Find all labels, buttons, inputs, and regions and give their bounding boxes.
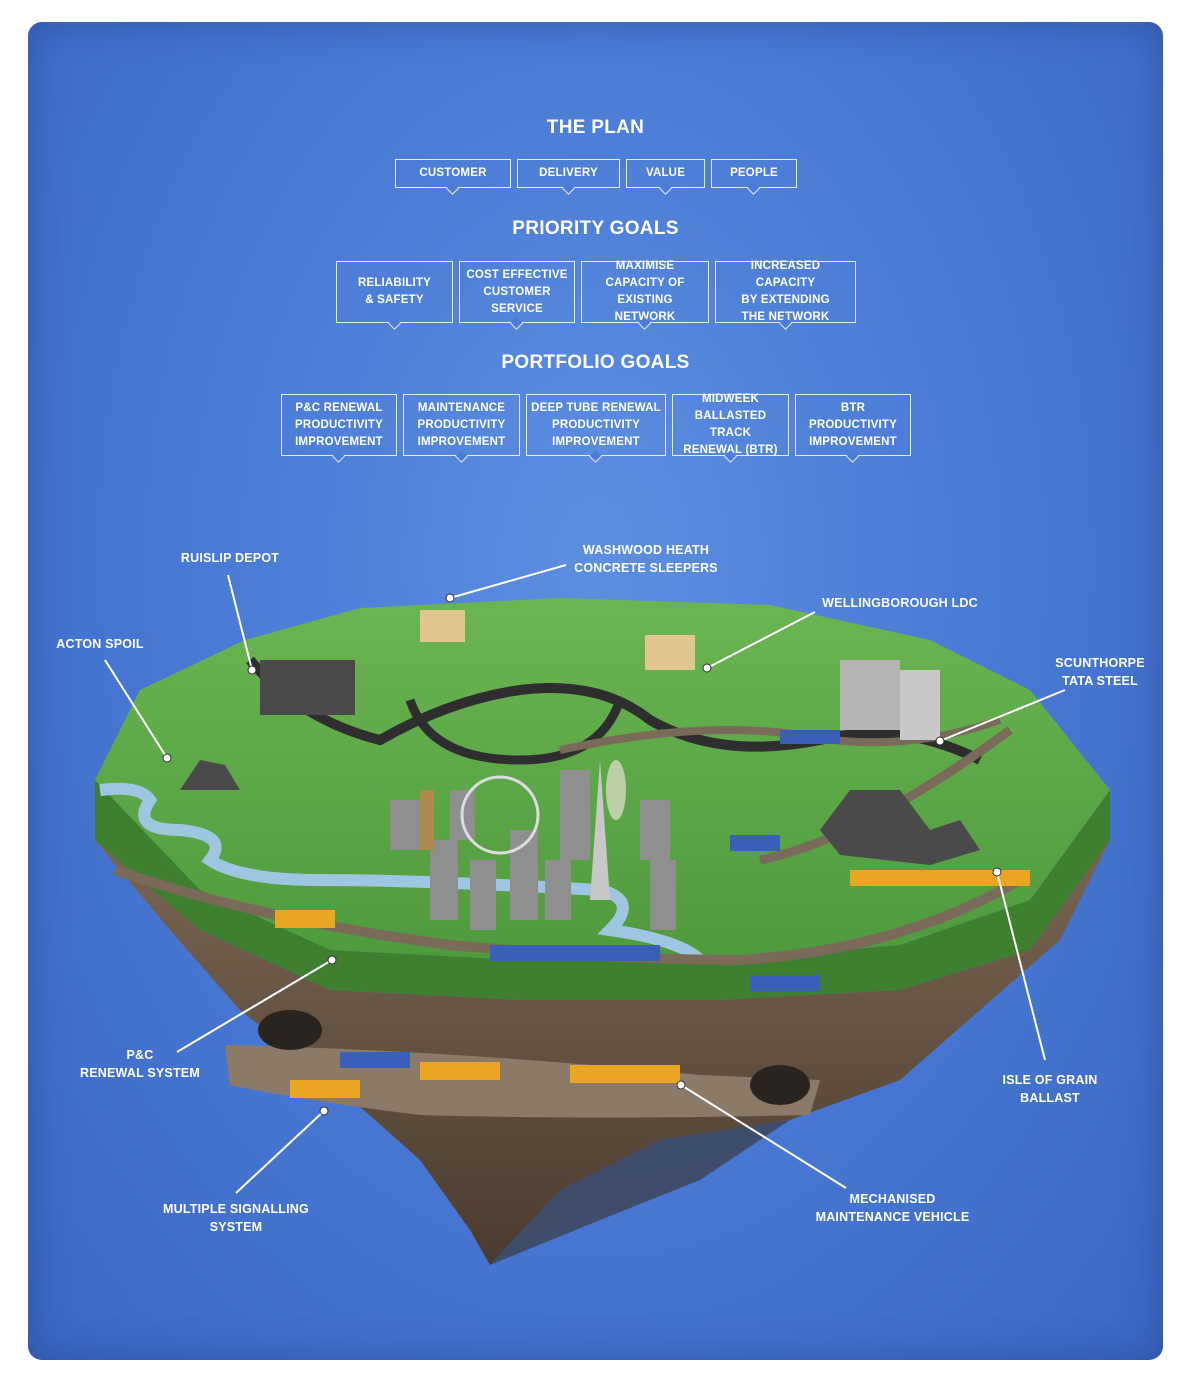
- label-ruislip-depot: RUISLIP DEPOT: [180, 551, 280, 565]
- tunnel-train-yellow-1: [290, 1080, 360, 1098]
- portfolio-box-midweek-btr: MIDWEEK BALLASTED TRACK RENEWAL (BTR): [672, 393, 789, 456]
- label-multiple-signalling: MULTIPLE SIGNALLING SYSTEM: [163, 1202, 309, 1234]
- washwood-heath-building: [420, 610, 465, 642]
- ferris-wheel: [460, 775, 540, 855]
- plan-box-people: PEOPLE: [711, 159, 797, 188]
- island-rock-underside: [95, 840, 1110, 1265]
- label-mechanised-maintenance: MECHANISED MAINTENANCE VEHICLE: [815, 1192, 970, 1224]
- river: [99, 782, 705, 965]
- scunthorpe-cooling-tower: [900, 670, 940, 740]
- road-loop: [405, 698, 625, 765]
- train-blue-southeast: [750, 975, 820, 991]
- plan-box-customer: CUSTOMER: [395, 159, 511, 188]
- city-buildings: [390, 760, 676, 930]
- label-acton-spoil: ACTON SPOIL: [56, 637, 144, 651]
- train-yellow-south: [850, 870, 1030, 886]
- portfolio-box-maintenance: MAINTENANCE PRODUCTIVITY IMPROVEMENT: [403, 394, 520, 456]
- callout-lines: [104, 564, 1066, 1194]
- train-blue-east: [730, 835, 780, 851]
- tunnel-train-yellow-2: [420, 1062, 500, 1080]
- scunthorpe-steelworks: [840, 660, 900, 730]
- label-washwood-heath: WASHWOOD HEATH CONCRETE SLEEPERS: [574, 543, 718, 575]
- acton-spoil-heap: [180, 760, 240, 790]
- priority-box-increased-capacity: INCREASED CAPACITY BY EXTENDING THE NETW…: [715, 260, 856, 323]
- train-blue-south: [490, 945, 660, 961]
- ruislip-depot-shed: [260, 660, 355, 715]
- label-wellingborough: WELLINGBOROUGH LDC: [822, 596, 978, 610]
- callout-dots: [162, 593, 1002, 1116]
- isle-of-grain-ballast-heap: [820, 790, 980, 865]
- label-scunthorpe: SCUNTHORPE TATA STEEL: [1055, 656, 1145, 688]
- tunnel-portal-right: [750, 1065, 810, 1105]
- train-yellow-west: [275, 910, 335, 928]
- portfolio-box-pc-renewal: P&C RENEWAL PRODUCTIVITY IMPROVEMENT: [281, 394, 397, 456]
- island-rock-shadow: [490, 1120, 790, 1265]
- wellingborough-building: [645, 635, 695, 670]
- label-pc-renewal: P&C RENEWAL SYSTEM: [80, 1048, 200, 1080]
- portfolio-box-btr-productivity: BTR PRODUCTIVITY IMPROVEMENT: [795, 394, 911, 456]
- label-isle-of-grain: ISLE OF GRAIN BALLAST: [1002, 1073, 1098, 1105]
- the-plan-title: THE PLAN: [546, 117, 645, 138]
- train-blue-north: [780, 730, 840, 744]
- priority-box-maximise-capacity: MAXIMISE CAPACITY OF EXISTING NETWORK: [581, 260, 709, 323]
- tunnel-train-yellow-3: [570, 1065, 680, 1083]
- priority-box-reliability: RELIABILITY & SAFETY: [336, 261, 453, 323]
- plan-box-delivery: DELIVERY: [517, 159, 620, 188]
- portfolio-goals-title: PORTFOLIO GOALS: [501, 352, 690, 373]
- portfolio-box-deep-tube: DEEP TUBE RENEWAL PRODUCTIVITY IMPROVEME…: [526, 394, 666, 456]
- priority-box-cost-effective: COST EFFECTIVE CUSTOMER SERVICE: [459, 261, 575, 323]
- tunnel-portal-left: [258, 1010, 322, 1050]
- tunnel-train-blue: [340, 1052, 410, 1068]
- plan-box-value: VALUE: [626, 159, 705, 188]
- priority-goals-title: PRIORITY GOALS: [512, 218, 679, 239]
